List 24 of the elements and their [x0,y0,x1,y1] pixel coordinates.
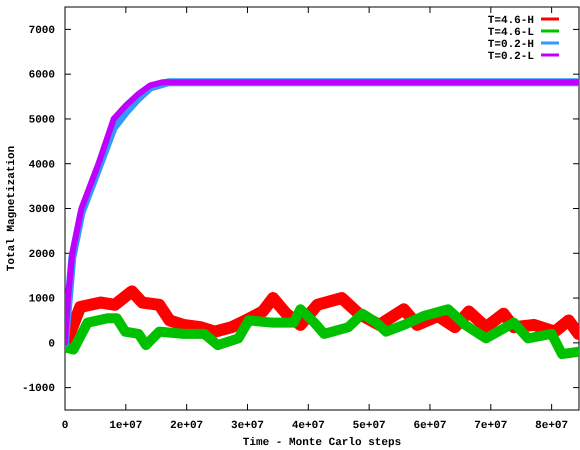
y-tick-label: -1000 [22,383,55,396]
y-axis-title: Total Magnetization [6,146,18,272]
x-tick-label: 3e+07 [230,420,264,432]
x-axis-title: Time - Monte Carlo steps [242,437,402,449]
x-tick-label: 8e+07 [535,420,568,432]
x-tick-label: 2e+07 [170,420,204,432]
x-tick-label: 1e+07 [109,420,142,432]
legend-label: T=0.2-H [488,38,534,51]
y-tick-label: 0 [48,338,55,350]
legend-label: T=0.2-L [488,50,534,63]
legend-label: T=4.6-L [488,26,534,39]
y-tick-label: 3000 [28,204,55,216]
y-tick-label: 5000 [28,114,55,126]
x-tick-label: 6e+07 [413,420,446,432]
x-tick-label: 5e+07 [352,420,386,432]
legend-label: T=4.6-H [488,14,534,27]
y-tick-label: 4000 [28,159,55,172]
y-tick-label: 7000 [28,24,55,37]
x-tick-label: 4e+07 [292,420,325,432]
y-tick-label: 1000 [28,294,55,306]
x-tick-label: 7e+07 [474,420,508,432]
y-tick-label: 6000 [28,70,55,82]
x-tick-label: 0 [62,420,68,432]
y-tick-label: 2000 [28,248,55,261]
